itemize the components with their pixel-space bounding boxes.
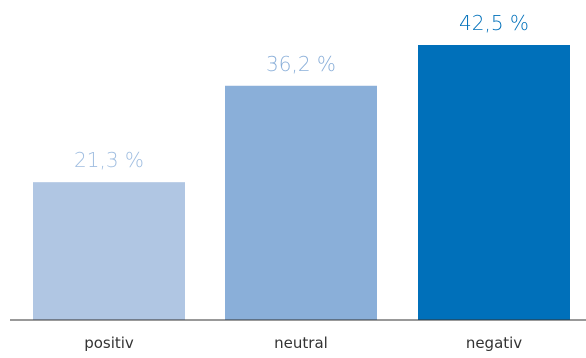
category-labels-layer: positiv neutral negativ bbox=[84, 334, 522, 352]
value-label-neutral: 36,2 % bbox=[266, 52, 336, 76]
bar-positiv bbox=[33, 182, 185, 320]
value-label-negativ: 42,5 % bbox=[459, 11, 529, 35]
bar-negativ bbox=[418, 45, 570, 320]
category-label-neutral: neutral bbox=[274, 334, 328, 352]
bars-layer bbox=[33, 45, 570, 320]
category-label-positiv: positiv bbox=[84, 334, 134, 352]
bar-neutral bbox=[225, 85, 377, 320]
value-label-positiv: 21,3 % bbox=[74, 148, 144, 172]
value-labels-layer: 21,3 % 36,2 % 42,5 % bbox=[74, 11, 529, 172]
category-label-negativ: negativ bbox=[466, 334, 522, 352]
